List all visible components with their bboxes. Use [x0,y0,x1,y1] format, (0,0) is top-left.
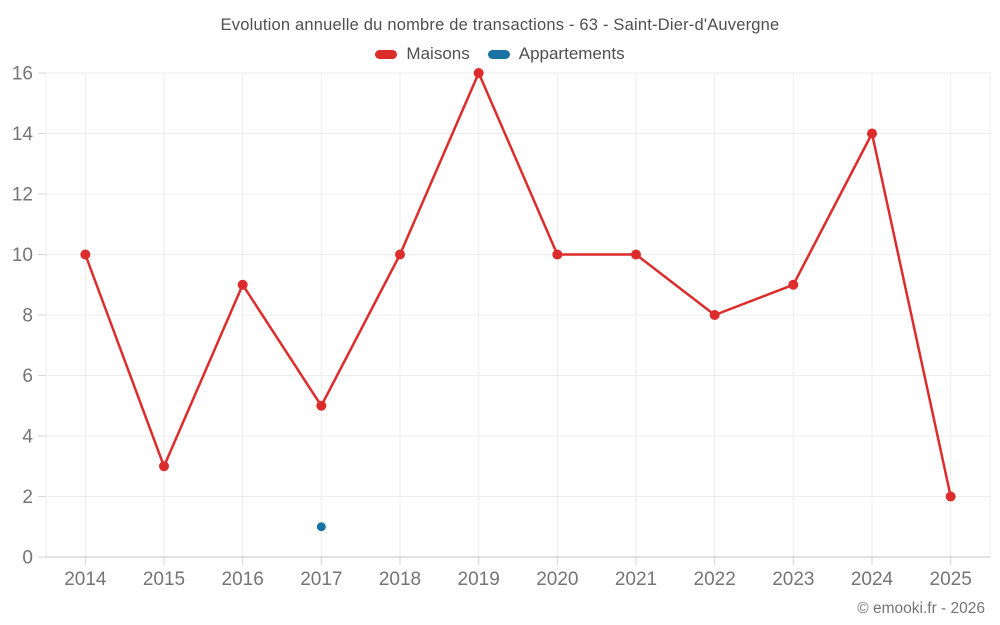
y-tick-label: 0 [22,548,33,569]
data-point-maisons-2025[interactable] [945,491,956,502]
legend-swatch-appartements-icon [487,49,510,59]
data-point-maisons-2019[interactable] [473,68,484,78]
legend-swatch-maisons-icon [375,49,398,59]
data-point-maisons-2016[interactable] [237,279,248,290]
legend-item-appartements[interactable]: Appartements [487,44,625,64]
y-tick-label: 6 [22,366,33,387]
data-point-maisons-2015[interactable] [159,461,169,472]
y-tick-label: 14 [12,124,34,145]
data-point-maisons-2021[interactable] [631,249,641,260]
x-tick-label: 2015 [143,569,185,590]
x-tick-label: 2022 [694,569,736,590]
data-point-maisons-2018[interactable] [395,249,405,260]
x-tick-label: 2020 [536,569,578,590]
x-tick-label: 2019 [458,569,500,590]
data-point-maisons-2020[interactable] [552,249,563,260]
chart-title: Evolution annuelle du nombre de transact… [220,16,780,34]
x-tick-label: 2018 [379,569,421,590]
data-point-maisons-2023[interactable] [788,279,799,290]
x-tick-label: 2017 [300,569,342,590]
y-tick-label: 8 [22,306,33,327]
data-point-maisons-2017[interactable] [316,400,327,411]
y-tick-label: 10 [12,245,33,266]
y-tick-label: 4 [22,427,33,448]
data-point-maisons-2024[interactable] [867,128,877,139]
x-tick-label: 2023 [772,569,814,590]
data-point-maisons-2022[interactable] [709,310,720,320]
legend-label-maisons: Maisons [406,44,470,63]
series-line-maisons [84,71,952,498]
legend-label-appartements: Appartements [518,44,625,63]
y-tick-label: 12 [12,185,33,206]
y-tick-label: 2 [22,487,33,508]
data-point-maisons-2014[interactable] [80,249,91,260]
x-tick-label: 2014 [64,569,107,590]
legend-item-maisons[interactable]: Maisons [375,44,470,64]
copyright-footer: © emooki.fr - 2026 [857,600,985,617]
x-tick-label: 2021 [615,569,657,590]
y-tick-label: 16 [12,64,33,85]
x-tick-label: 2025 [930,569,972,590]
chart-legend: Maisons Appartements [0,44,1000,64]
data-point-appartements-2017[interactable] [316,522,326,532]
x-tick-label: 2016 [222,569,264,590]
x-tick-label: 2024 [851,569,894,590]
